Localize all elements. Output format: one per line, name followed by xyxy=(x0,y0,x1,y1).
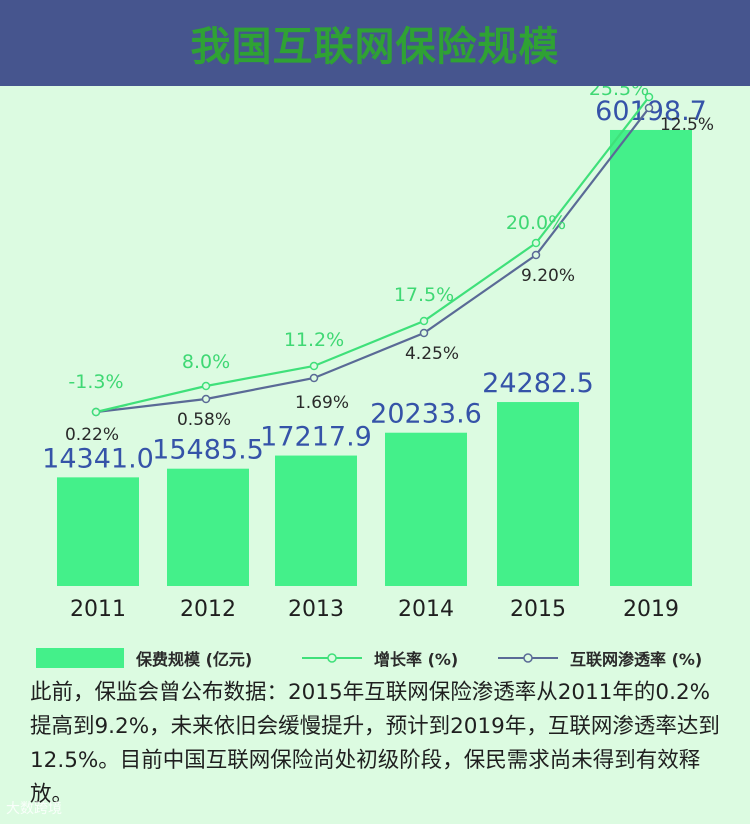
x-tick-label-2015: 2015 xyxy=(510,597,566,622)
bar-2019 xyxy=(610,129,692,586)
penetration-label-2012: 0.58% xyxy=(177,410,231,430)
penetration-point-2019 xyxy=(644,103,654,113)
header-banner: 我国互联网保险规模 xyxy=(0,0,750,86)
penetration-label-2015: 9.20% xyxy=(521,266,575,286)
x-tick-label-2014: 2014 xyxy=(398,597,454,622)
penetration-point-2013 xyxy=(309,373,319,383)
bar-2014 xyxy=(385,432,467,586)
growth-label-2015: 20.0% xyxy=(506,212,566,234)
growth-point-2014 xyxy=(419,316,429,326)
penetration-label-2011: 0.22% xyxy=(65,425,119,445)
bar-value-label-2015: 24282.5 xyxy=(482,368,594,399)
growth-point-2013 xyxy=(309,361,319,371)
legend-bar-label: 保费规模 (亿元) xyxy=(136,650,253,669)
bar-value-label-2013: 17217.9 xyxy=(260,422,372,453)
bar-2015 xyxy=(497,402,579,586)
growth-label-2011: -1.3% xyxy=(68,371,123,393)
growth-label-2012: 8.0% xyxy=(182,351,230,373)
penetration-label-2019: 12.5% xyxy=(660,115,714,135)
legend-penetration-swatch xyxy=(498,653,558,663)
legend-bar-swatch xyxy=(36,648,124,668)
x-tick-label-2012: 2012 xyxy=(180,597,236,622)
bar-2013 xyxy=(275,455,357,586)
growth-label-2013: 11.2% xyxy=(284,329,344,351)
penetration-line xyxy=(95,107,650,414)
legend: 保费规模 (亿元) 增长率 (%) 互联网渗透率 (%) xyxy=(0,640,750,676)
chart-area: 14341.0 2011 15485.5 2012 17217.9 2013 20233.6… xyxy=(42,86,714,622)
growth-point-2012 xyxy=(201,381,211,391)
penetration-point-2012 xyxy=(201,394,211,404)
bar-2012 xyxy=(167,468,249,586)
growth-point-2015 xyxy=(531,238,541,248)
x-tick-label-2019: 2019 xyxy=(623,597,679,622)
growth-label-2019: 25.5% xyxy=(589,86,649,100)
penetration-point-2015 xyxy=(531,250,541,260)
growth-point-2011 xyxy=(91,407,101,417)
x-tick-label-2011: 2011 xyxy=(70,597,126,622)
penetration-label-2014: 4.25% xyxy=(405,344,459,364)
bar-value-label-2014: 20233.6 xyxy=(370,399,482,430)
penetration-point-2014 xyxy=(419,328,429,338)
bar-value-label-2011: 14341.0 xyxy=(42,443,154,474)
bar-value-label-2012: 15485.5 xyxy=(152,435,264,466)
growth-line xyxy=(95,96,650,414)
legend-growth-label: 增长率 (%) xyxy=(374,650,459,669)
penetration-label-2013: 1.69% xyxy=(295,393,349,413)
legend-penetration-label: 互联网渗透率 (%) xyxy=(570,650,703,669)
watermark: 大数跨境 xyxy=(6,801,62,817)
legend-growth-swatch xyxy=(302,653,362,663)
legend-item-penetration: 互联网渗透率 (%) xyxy=(498,646,702,670)
growth-label-2014: 17.5% xyxy=(394,284,454,306)
legend-item-bar: 保费规模 (亿元) xyxy=(36,646,252,670)
legend-item-growth: 增长率 (%) xyxy=(302,646,458,670)
page-title: 我国互联网保险规模 xyxy=(190,23,560,70)
x-tick-label-2013: 2013 xyxy=(288,597,344,622)
description-text: 此前，保监会曾公布数据：2015年互联网保险渗透率从2011年的0.2%提高到9… xyxy=(30,680,720,807)
growth-point-2019 xyxy=(644,92,654,102)
bar-2011 xyxy=(57,477,139,586)
